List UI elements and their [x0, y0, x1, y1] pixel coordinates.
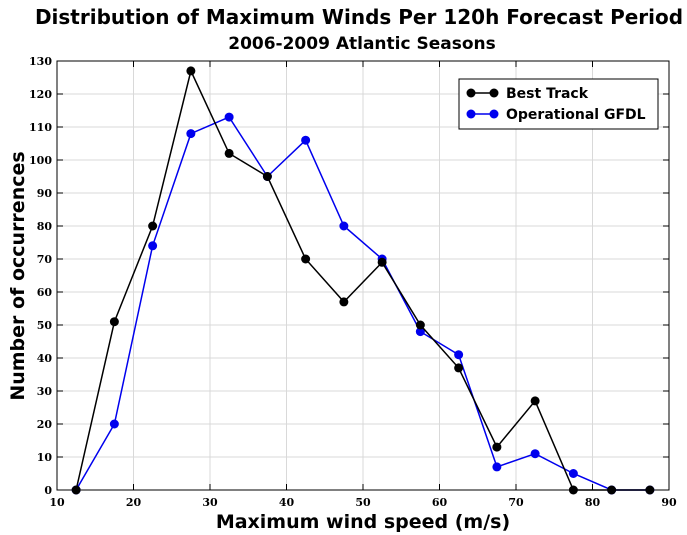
y-tick-label: 60: [37, 286, 53, 299]
chart-subtitle: 2006-2009 Atlantic Seasons: [228, 34, 496, 54]
data-point-best-track: [186, 66, 196, 76]
data-point-best-track: [339, 297, 349, 307]
x-tick-label: 10: [49, 496, 65, 509]
data-point-best-track: [530, 396, 540, 406]
data-point-best-track: [492, 442, 502, 452]
data-point-best-track: [148, 221, 158, 231]
series-line-operational-gfdl: [75, 116, 650, 491]
x-tick-label: 50: [355, 496, 371, 509]
x-tick-label: 60: [432, 496, 448, 509]
legend-box: [458, 78, 659, 130]
legend-label-best-track: Best Track: [506, 86, 589, 102]
data-point-operational-gfdl: [568, 469, 578, 478]
y-tick-label: 120: [29, 88, 52, 101]
data-point-operational-gfdl: [492, 462, 502, 472]
y-tick-label: 100: [29, 154, 52, 167]
data-point-best-track: [301, 254, 311, 264]
legend-marker-best-track: [489, 88, 499, 98]
x-tick-label: 40: [279, 496, 295, 509]
x-tick-label: 70: [508, 496, 524, 509]
y-tick-label: 110: [29, 121, 52, 134]
x-tick-label: 90: [661, 496, 677, 509]
legend: Best Track Operational GFDL: [458, 78, 659, 130]
y-tick-label: 130: [29, 55, 52, 68]
x-tick-label: 20: [126, 496, 142, 509]
y-tick-label: 90: [37, 187, 53, 200]
data-point-best-track: [224, 148, 234, 158]
data-point-operational-gfdl: [301, 135, 311, 145]
data-point-best-track: [607, 485, 617, 495]
y-tick-label: 0: [44, 484, 52, 497]
data-point-operational-gfdl: [454, 350, 464, 360]
data-point-operational-gfdl: [530, 449, 540, 459]
y-tick-label: 70: [37, 253, 53, 266]
y-tick-label: 30: [37, 385, 53, 398]
x-tick-label: 80: [585, 496, 601, 509]
legend-marker-gfdl: [489, 109, 499, 119]
data-point-operational-gfdl: [415, 327, 425, 337]
data-point-best-track: [377, 257, 387, 267]
data-point-operational-gfdl: [109, 419, 119, 429]
y-tick-label: 80: [37, 220, 53, 233]
data-point-best-track: [109, 317, 119, 327]
data-point-operational-gfdl: [186, 129, 196, 139]
y-tick-label: 40: [37, 352, 53, 365]
x-tick-label: 30: [202, 496, 218, 509]
data-point-operational-gfdl: [339, 221, 349, 231]
data-point-best-track: [71, 485, 81, 495]
y-tick-label: 10: [37, 451, 53, 464]
data-point-best-track: [568, 485, 578, 495]
legend-marker-gfdl: [466, 109, 476, 119]
y-tick-label: 50: [37, 319, 53, 332]
y-tick-label: 20: [37, 418, 53, 431]
series-layer: [71, 66, 655, 495]
y-axis-label: Number of occurrences: [7, 151, 29, 400]
data-point-operational-gfdl: [148, 241, 158, 251]
data-point-best-track: [454, 363, 464, 373]
data-point-best-track: [645, 485, 655, 495]
data-point-best-track: [262, 172, 272, 181]
x-axis-label: Maximum wind speed (m/s): [216, 511, 510, 533]
series-line-best-track: [75, 68, 650, 491]
data-point-best-track: [415, 320, 425, 330]
legend-marker-best-track: [466, 88, 476, 98]
chart-title: Distribution of Maximum Winds Per 120h F…: [35, 5, 683, 29]
legend-label-gfdl: Operational GFDL: [506, 107, 646, 123]
data-point-operational-gfdl: [224, 112, 234, 122]
